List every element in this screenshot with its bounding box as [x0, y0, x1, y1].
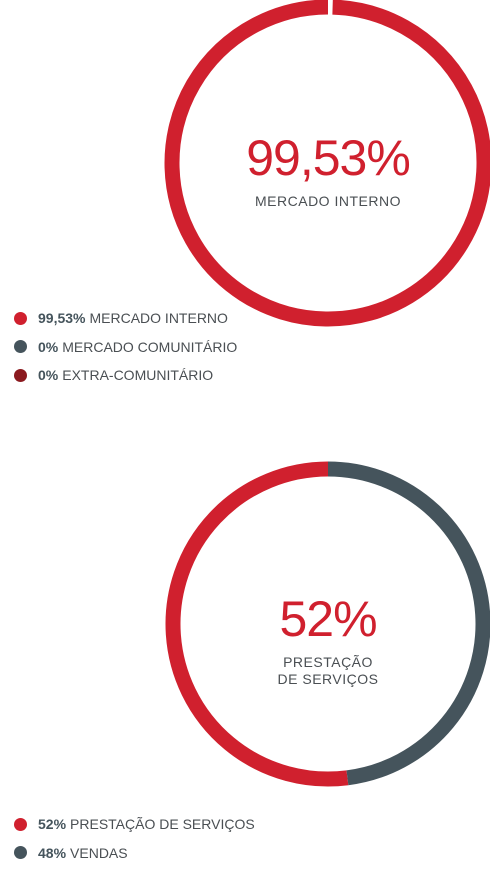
legend-value: 0%	[38, 367, 59, 383]
legend-item: 0% EXTRA-COMUNITÁRIO	[14, 365, 213, 385]
donut-segment	[164, 0, 490, 327]
donut-segment	[327, 461, 490, 786]
legend-label: PRESTAÇÃO DE SERVIÇOS	[70, 816, 255, 832]
legend-value: 99,53%	[38, 310, 86, 326]
legend-swatch	[14, 311, 27, 325]
legend-value: 48%	[38, 844, 67, 861]
legend-label: MERCADO INTERNO	[89, 310, 228, 326]
donut-segment	[165, 461, 349, 787]
legend-item: 48% VENDAS	[14, 843, 128, 863]
legend-value: 52%	[38, 816, 67, 832]
legend-label: EXTRA-COMUNITÁRIO	[62, 367, 214, 383]
center-value: 52%	[279, 591, 377, 647]
legend-item: 99,53% MERCADO INTERNO	[14, 308, 228, 328]
legend-value: 0%	[38, 338, 59, 355]
legend-item: 0% MERCADO COMUNITÁRIO	[14, 337, 237, 357]
center-value: 99,53%	[246, 130, 411, 186]
legend-label: VENDAS	[70, 844, 128, 861]
legend-swatch	[14, 817, 27, 831]
legend-swatch	[14, 846, 27, 859]
legend-label: MERCADO COMUNITÁRIO	[62, 338, 238, 355]
center-label: MERCADO INTERNO	[255, 193, 401, 209]
legend-swatch	[14, 340, 27, 353]
center-label: PRESTAÇÃO DE SERVIÇOS	[277, 654, 379, 687]
legend-item: 52% PRESTAÇÃO DE SERVIÇOS	[14, 814, 255, 834]
legend-swatch	[14, 368, 27, 382]
